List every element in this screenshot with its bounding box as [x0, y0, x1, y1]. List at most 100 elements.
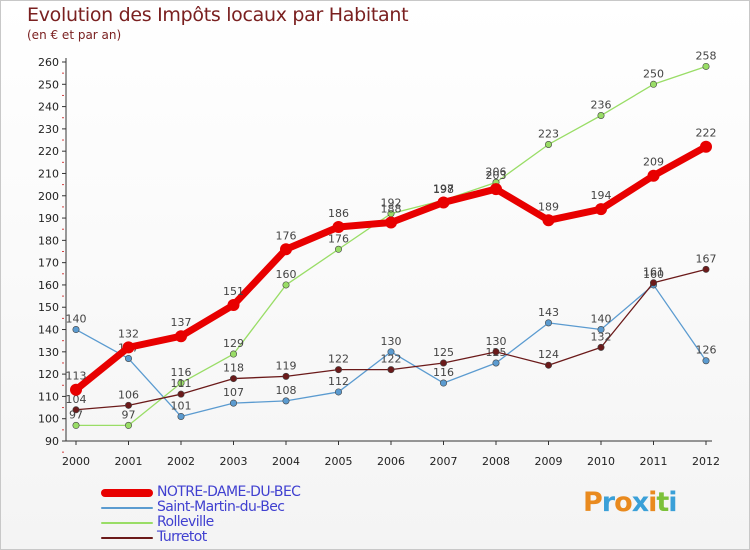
data-point	[437, 196, 450, 209]
data-label: 160	[643, 268, 664, 281]
data-point	[334, 245, 342, 253]
data-label: 192	[381, 197, 402, 210]
data-label: 197	[433, 182, 454, 195]
data-point	[332, 220, 345, 233]
data-point	[702, 265, 710, 273]
x-tick-label: 2000	[62, 455, 90, 468]
data-point	[439, 359, 447, 367]
data-label: 132	[118, 327, 139, 340]
data-point	[542, 214, 555, 227]
logo-letter: o	[614, 487, 633, 518]
logo-letter: i	[668, 487, 677, 518]
x-tick-label: 2004	[272, 455, 300, 468]
data-label: 236	[591, 99, 612, 112]
data-label: 122	[381, 353, 402, 366]
legend-swatch	[101, 507, 153, 509]
data-point	[72, 406, 80, 414]
proxiti-logo: Proxiti	[583, 487, 678, 518]
chart-title: Evolution des Impôts locaux par Habitant	[27, 4, 409, 26]
data-label: 111	[171, 377, 192, 390]
data-point	[702, 357, 710, 365]
data-point	[175, 330, 187, 343]
legend-label: Rolleville	[157, 514, 214, 530]
data-label: 203	[486, 169, 507, 182]
y-tick-label: 120	[38, 368, 59, 381]
y-tick-label: 150	[38, 301, 59, 314]
logo-letter: x	[631, 487, 649, 518]
data-label: 222	[696, 127, 717, 140]
data-label: 160	[276, 268, 297, 281]
y-tick-label: 210	[38, 167, 59, 180]
chart-subtitle: (en € et par an)	[27, 28, 122, 42]
data-label: 106	[118, 388, 139, 401]
legend-label: Saint-Martin-du-Bec	[157, 499, 285, 515]
data-label: 198	[433, 183, 454, 196]
data-point	[125, 401, 133, 409]
x-tick-label: 2010	[587, 455, 615, 468]
data-label: 130	[486, 335, 507, 348]
data-point	[490, 183, 502, 196]
data-point	[125, 355, 133, 363]
data-label: 209	[643, 156, 664, 169]
data-label: 113	[66, 370, 87, 383]
legend-label: Turretot	[157, 529, 207, 545]
data-label: 176	[276, 229, 297, 242]
x-tick-label: 2008	[482, 455, 510, 468]
data-label: 112	[328, 375, 349, 388]
data-label: 104	[66, 393, 87, 406]
data-point	[649, 80, 657, 88]
data-point	[177, 412, 185, 420]
data-point	[647, 169, 660, 182]
data-label: 186	[328, 207, 349, 220]
y-tick-label: 180	[38, 234, 59, 247]
x-tick-label: 2009	[535, 455, 563, 468]
y-tick-label: 110	[38, 390, 59, 403]
data-label: 130	[381, 335, 402, 348]
data-label: 97	[122, 408, 136, 421]
data-label: 151	[223, 285, 244, 298]
data-label: 188	[381, 203, 402, 216]
logo-letter: r	[601, 487, 615, 518]
data-label: 126	[696, 344, 717, 357]
data-label: 143	[538, 306, 559, 319]
data-point	[125, 421, 133, 429]
y-tick-label: 100	[38, 413, 59, 426]
x-tick-label: 2001	[115, 455, 143, 468]
data-point	[282, 372, 290, 380]
data-point	[385, 216, 397, 229]
data-point	[177, 390, 185, 398]
data-point	[595, 203, 607, 216]
data-point	[544, 140, 552, 148]
data-label: 119	[276, 359, 297, 372]
data-label: 107	[223, 386, 244, 399]
data-label: 161	[643, 266, 664, 279]
data-point	[70, 383, 82, 396]
data-point	[230, 399, 238, 407]
legend-label: NOTRE-DAME-DU-BEC	[157, 484, 301, 500]
data-label: 140	[591, 313, 612, 326]
legend-swatch	[101, 489, 153, 497]
data-point	[700, 140, 712, 153]
data-label: 189	[538, 200, 559, 213]
y-tick-label: 190	[38, 212, 59, 225]
logo-letter: i	[648, 487, 657, 518]
y-tick-label: 260	[38, 56, 59, 69]
data-label: 206	[486, 165, 507, 178]
x-tick-label: 2007	[430, 455, 458, 468]
data-point	[282, 397, 290, 405]
y-tick-label: 220	[38, 145, 59, 158]
y-tick-label: 170	[38, 257, 59, 270]
data-point	[544, 361, 552, 369]
logo-letter: P	[583, 487, 603, 518]
y-tick-label: 160	[38, 279, 59, 292]
y-tick-label: 140	[38, 324, 59, 337]
y-tick-label: 130	[38, 346, 59, 359]
data-point	[230, 350, 238, 358]
data-point	[122, 341, 135, 354]
data-label: 223	[538, 127, 559, 140]
data-label: 258	[696, 49, 717, 62]
y-tick-label: 90	[45, 435, 59, 448]
y-tick-label: 230	[38, 123, 59, 136]
data-point	[387, 348, 395, 356]
